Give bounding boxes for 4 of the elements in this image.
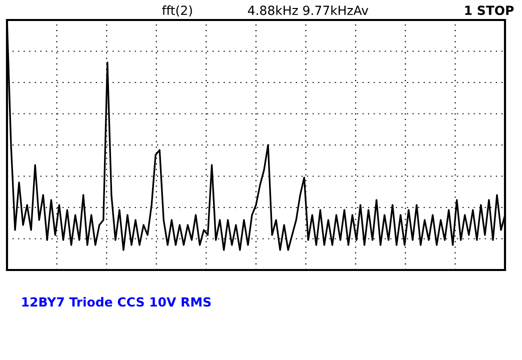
text: 12BY7 Triode CCS 10V RMS (22, 297, 211, 307)
text: fft(2) (162, 5, 192, 17)
text: 1 STOP (465, 6, 514, 16)
text: 4.88kHz 9.77kHzAv (248, 5, 368, 16)
